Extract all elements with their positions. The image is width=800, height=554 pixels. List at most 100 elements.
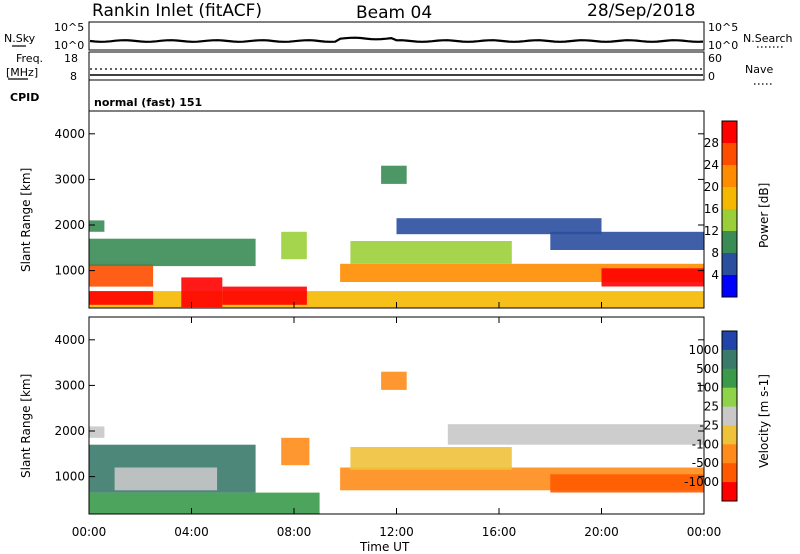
velocity-colorbar-tick: 25 bbox=[704, 400, 719, 414]
velocity-data-band bbox=[89, 492, 320, 514]
nsearch-label: N.Search bbox=[743, 32, 793, 45]
power-data-band bbox=[89, 238, 256, 267]
nave-label: Nave bbox=[745, 63, 773, 76]
x-tick-label: 20:00 bbox=[584, 525, 619, 539]
power-panel bbox=[89, 165, 705, 308]
power-colorbar-frame bbox=[721, 120, 738, 298]
power-colorbar-tick: 8 bbox=[711, 246, 719, 260]
x-tick-label: 00:00 bbox=[72, 525, 107, 539]
velocity-colorbar-swatch bbox=[722, 406, 737, 426]
power-colorbar-tick: 20 bbox=[704, 180, 719, 194]
velocity-panel bbox=[89, 371, 705, 514]
power-colorbar-tick: 28 bbox=[704, 136, 719, 150]
power-ylabel: Slant Range [km] bbox=[19, 168, 33, 272]
velocity-colorbar-frame bbox=[721, 330, 738, 502]
velocity-colorbar-swatch bbox=[722, 368, 737, 389]
cpid-value: normal (fast) 151 bbox=[94, 96, 202, 109]
velocity-colorbar-tick: -25 bbox=[699, 418, 719, 432]
velocity-data-band bbox=[89, 426, 105, 438]
velocity-ytick-label: 2000 bbox=[54, 424, 85, 438]
power-data-band bbox=[350, 241, 512, 264]
velocity-ytick-label: 3000 bbox=[54, 378, 85, 392]
power-colorbar-tick: 4 bbox=[711, 268, 719, 282]
power-data-band bbox=[281, 231, 307, 260]
nave-tick-top: 60 bbox=[708, 52, 722, 65]
power-ytick-label: 4000 bbox=[54, 127, 85, 141]
date-title: 28/Sep/2018 bbox=[587, 1, 695, 21]
power-colorbar-swatch bbox=[722, 165, 737, 188]
x-tick-label: 00:00 bbox=[687, 525, 722, 539]
x-tick-label: 16:00 bbox=[482, 525, 517, 539]
power-data-band bbox=[89, 291, 154, 305]
velocity-ylabel: Slant Range [km] bbox=[19, 374, 33, 478]
power-colorbar-label: Power [dB] bbox=[757, 183, 771, 248]
velocity-colorbar-swatch bbox=[722, 387, 737, 408]
cpid-label: CPID bbox=[10, 91, 39, 104]
velocity-colorbar-swatch bbox=[722, 444, 737, 464]
velocity-colorbar-swatch bbox=[722, 463, 737, 483]
velocity-ytick-label: 4000 bbox=[54, 333, 85, 347]
power-ytick-label: 3000 bbox=[54, 172, 85, 186]
nsky-label: N.Sky bbox=[4, 32, 36, 45]
x-axis-label: Time UT bbox=[359, 540, 410, 554]
power-colorbar-tick: 24 bbox=[704, 158, 719, 172]
freq-unit-label: [MHz] bbox=[6, 66, 38, 79]
power-colorbar-swatch bbox=[722, 143, 737, 166]
beam-title: Beam 04 bbox=[356, 3, 432, 23]
power-data-band bbox=[181, 277, 223, 307]
velocity-data-band bbox=[114, 467, 218, 491]
nsky-tick-top: 10^5 bbox=[54, 21, 84, 34]
velocity-colorbar-swatch bbox=[722, 331, 737, 351]
power-data-band bbox=[89, 263, 154, 287]
power-data-band bbox=[601, 268, 704, 287]
power-data-band bbox=[381, 165, 407, 184]
power-colorbar-swatch bbox=[722, 231, 737, 254]
power-colorbar-swatch bbox=[722, 121, 737, 144]
velocity-colorbar: 1000 500 100 25 -25 -100 -500 -1000 bbox=[684, 330, 738, 502]
velocity-colorbar-swatch bbox=[722, 349, 737, 370]
power-data-band bbox=[550, 231, 705, 250]
power-colorbar-swatch bbox=[722, 253, 737, 276]
x-tick-label: 12:00 bbox=[379, 525, 414, 539]
freq-tick-top: 18 bbox=[64, 52, 78, 65]
velocity-colorbar-swatch bbox=[722, 482, 737, 502]
freq-label: Freq. bbox=[16, 52, 43, 65]
power-colorbar-swatch bbox=[722, 187, 737, 210]
nsearch-tick-bottom: 10^0 bbox=[708, 39, 738, 52]
power-colorbar-tick: 12 bbox=[704, 224, 719, 238]
power-data-band bbox=[222, 286, 307, 305]
velocity-colorbar-tick: 1000 bbox=[688, 343, 719, 357]
power-colorbar-tick: 16 bbox=[704, 202, 719, 216]
velocity-colorbar-tick: 500 bbox=[696, 362, 719, 376]
power-colorbar-swatch bbox=[722, 209, 737, 232]
velocity-colorbar-swatch bbox=[722, 425, 737, 445]
power-data-band bbox=[396, 218, 602, 235]
nsearch-tick-top: 10^5 bbox=[708, 21, 738, 34]
nsky-tick-bottom: 10^0 bbox=[54, 39, 84, 52]
station-title: Rankin Inlet (fitACF) bbox=[92, 1, 262, 21]
power-ytick-label: 1000 bbox=[54, 264, 85, 278]
x-tick-label: 04:00 bbox=[174, 525, 209, 539]
velocity-colorbar-tick: 100 bbox=[696, 381, 719, 395]
freq-nave-strip bbox=[88, 51, 705, 81]
power-data-band bbox=[89, 220, 105, 232]
velocity-data-band bbox=[550, 474, 705, 493]
velocity-colorbar-tick: -500 bbox=[692, 456, 719, 470]
nsky-trace bbox=[89, 36, 704, 43]
power-colorbar: 28 24 20 16 12 8 4 bbox=[704, 120, 738, 298]
freq-tick-bottom: 8 bbox=[70, 70, 77, 83]
velocity-colorbar-tick: -1000 bbox=[684, 475, 719, 489]
velocity-colorbar-label: Velocity [m s-1] bbox=[757, 374, 771, 468]
x-tick-label: 08:00 bbox=[277, 525, 312, 539]
velocity-ytick-label: 1000 bbox=[54, 470, 85, 484]
velocity-data-band bbox=[447, 424, 705, 445]
power-ytick-label: 2000 bbox=[54, 218, 85, 232]
power-colorbar-swatch bbox=[722, 275, 737, 298]
velocity-data-band bbox=[381, 371, 407, 390]
velocity-colorbar-tick: -100 bbox=[692, 437, 719, 451]
velocity-data-band bbox=[350, 447, 512, 470]
nave-tick-bottom: 0 bbox=[708, 70, 715, 83]
sky-search-strip bbox=[88, 21, 705, 51]
velocity-data-band bbox=[281, 437, 310, 466]
